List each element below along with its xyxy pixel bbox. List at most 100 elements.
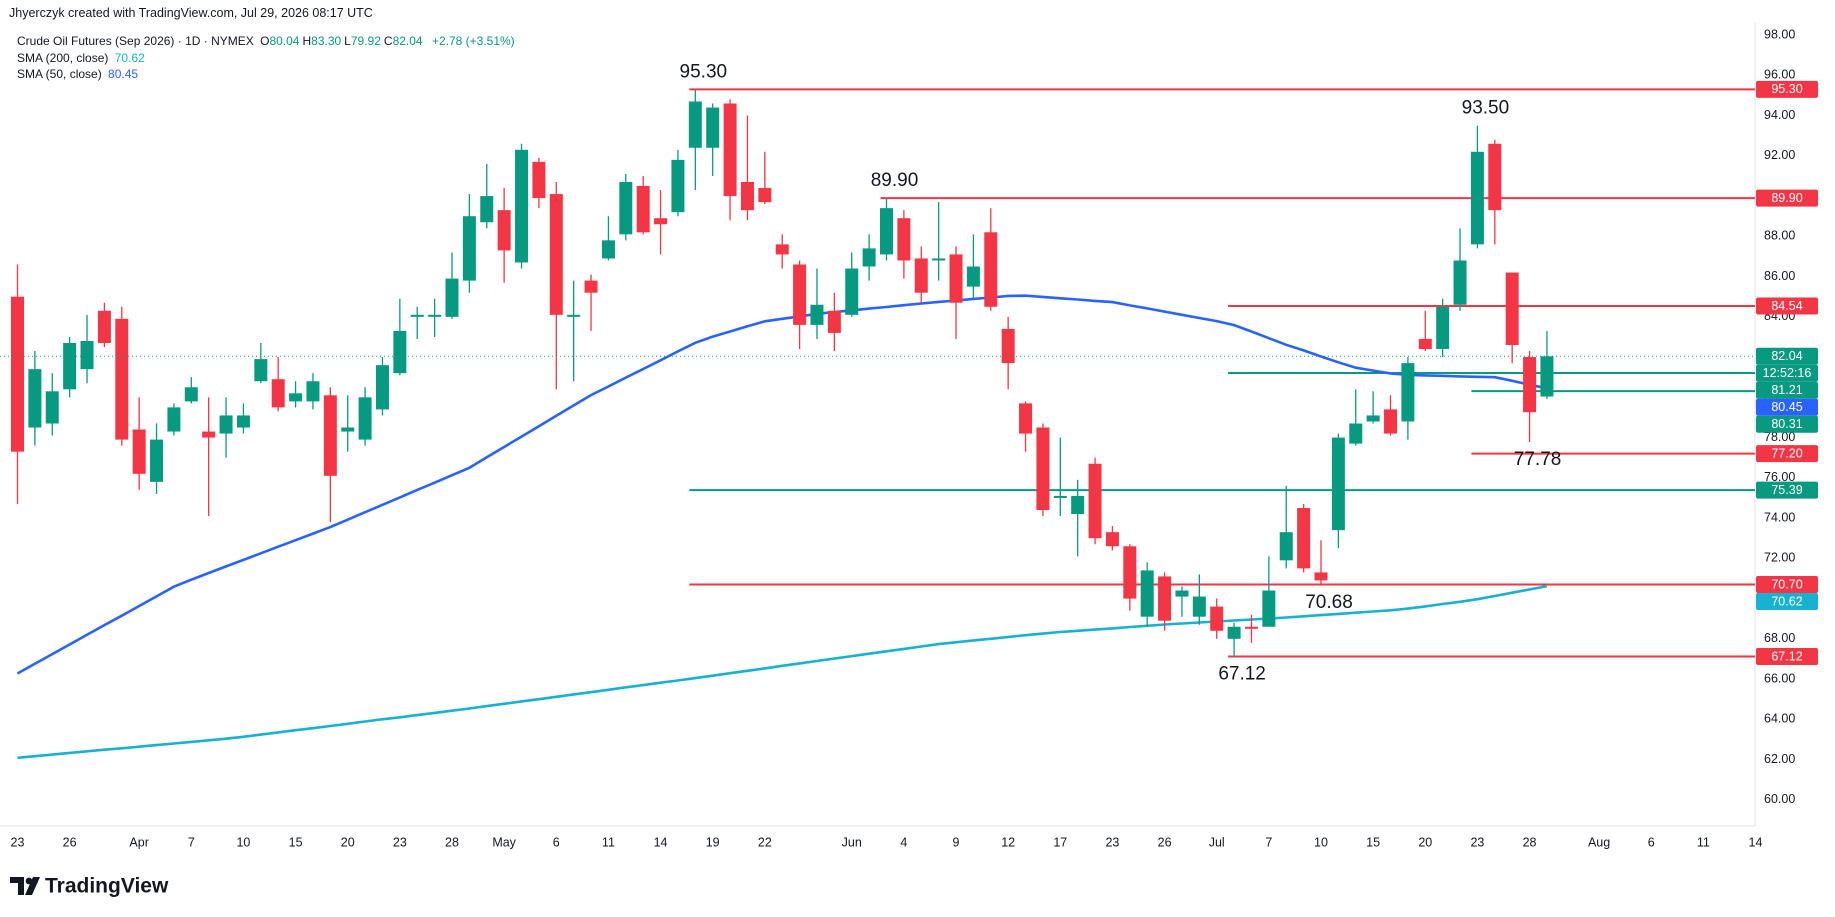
- candle-body: [515, 149, 529, 263]
- candle-body: [584, 280, 598, 293]
- candle-body: [880, 208, 893, 255]
- x-tick-label: 23: [1470, 835, 1484, 849]
- candle-body: [1088, 463, 1102, 539]
- candle-body: [688, 101, 702, 148]
- candle-body: [671, 159, 685, 213]
- candle-body: [323, 395, 337, 476]
- annotation: 93.50: [1462, 98, 1510, 119]
- candle-body: [810, 304, 824, 325]
- candle-body: [1488, 143, 1502, 211]
- price-badge: [1756, 445, 1818, 463]
- indicator-value: 70.62: [114, 51, 145, 65]
- indicator-name: SMA (200, close): [17, 51, 109, 65]
- price-badge: [1756, 592, 1818, 610]
- candle-body: [1436, 306, 1450, 350]
- x-tick-label: 28: [445, 835, 459, 849]
- y-tick-label: 92.00: [1764, 148, 1795, 162]
- x-tick-label: 17: [1053, 835, 1067, 849]
- candle-body: [1540, 356, 1554, 397]
- price-badge: [1756, 297, 1818, 315]
- indicator-legend: SMA (50, close) 80.45: [17, 67, 141, 81]
- price-badge-label: 75.39: [1771, 483, 1802, 497]
- price-badge-label: 81.21: [1771, 383, 1802, 397]
- x-tick-label: 9: [953, 835, 960, 849]
- candle-body: [723, 103, 737, 197]
- y-tick-label: 64.00: [1764, 712, 1795, 726]
- candle-body: [654, 218, 668, 225]
- change: +2.78 (+3.51%): [431, 34, 515, 48]
- candle-body: [1001, 328, 1015, 364]
- candle-body: [63, 342, 77, 390]
- x-tick-label: 15: [1366, 835, 1380, 849]
- candle-body: [601, 240, 615, 259]
- candle-body: [775, 244, 789, 255]
- logo-icon: [10, 877, 24, 895]
- price-badge-label: 89.90: [1771, 191, 1802, 205]
- candle-body: [636, 186, 650, 233]
- x-tick-label: 19: [706, 835, 720, 849]
- y-tick-label: 78.00: [1764, 430, 1795, 444]
- x-tick-label: 11: [1697, 835, 1710, 849]
- candle-body: [1331, 437, 1345, 531]
- x-tick-label: 20: [1418, 835, 1432, 849]
- y-tick-label: 62.00: [1764, 752, 1795, 766]
- annotation: 89.90: [871, 170, 919, 191]
- quote-label: O: [260, 34, 270, 48]
- x-tick-label: Apr: [129, 835, 148, 849]
- symbol: Crude Oil Futures (Sep 2026) · 1D · NYME…: [17, 34, 254, 48]
- price-badge: [1756, 575, 1818, 593]
- candle-body: [1036, 427, 1050, 511]
- x-tick-label: 15: [289, 835, 303, 849]
- candle-body: [254, 359, 268, 382]
- y-tick-label: 86.00: [1764, 269, 1795, 283]
- candle-body: [202, 431, 216, 438]
- annotation: 67.12: [1218, 664, 1266, 685]
- candle-body: [1453, 260, 1467, 305]
- candle-body: [80, 340, 94, 370]
- candle-body: [28, 369, 42, 428]
- candle-body: [1019, 403, 1033, 434]
- quote-fields: O80.04 H83.30 L79.92 C82.04: [260, 34, 426, 48]
- candle-body: [1244, 626, 1258, 629]
- price-badge: [1756, 347, 1818, 365]
- y-tick-label: 66.00: [1764, 671, 1795, 685]
- y-tick-label: 74.00: [1764, 510, 1795, 524]
- candle-body: [1279, 532, 1293, 561]
- candle-body: [462, 216, 476, 281]
- x-tick-label: 12: [1001, 835, 1015, 849]
- footer-logo: TradingView: [10, 875, 169, 898]
- x-tick-label: 7: [188, 835, 195, 849]
- x-tick-label: 6: [1648, 835, 1655, 849]
- quote-label: H: [302, 34, 312, 48]
- price-badge: [1756, 364, 1818, 382]
- candle-body: [410, 314, 424, 317]
- x-tick-label: 7: [1265, 835, 1272, 849]
- candle-body: [1384, 409, 1398, 434]
- candle-body: [1158, 576, 1172, 621]
- price-badge: [1756, 415, 1818, 433]
- candle-body: [1123, 546, 1137, 599]
- candle-body: [132, 429, 146, 474]
- x-tick-label: 10: [236, 835, 250, 849]
- quote-value: 83.30: [311, 34, 342, 48]
- candle-body: [428, 314, 442, 317]
- price-badge: [1756, 481, 1818, 499]
- price-badge: [1756, 80, 1818, 98]
- candle-body: [827, 310, 841, 333]
- price-badge-label: 95.30: [1771, 82, 1802, 96]
- x-tick-label: 22: [758, 835, 772, 849]
- candle-body: [150, 439, 164, 482]
- candle-body: [1227, 626, 1241, 639]
- quote-label: C: [383, 34, 393, 48]
- candle-body: [1297, 508, 1311, 569]
- x-tick-label: 26: [63, 835, 77, 849]
- candle-body: [289, 393, 303, 402]
- candle-body: [758, 188, 772, 203]
- x-tick-label: 28: [1523, 835, 1537, 849]
- price-badge: [1756, 189, 1818, 207]
- candle-body: [445, 278, 459, 317]
- indicator-legend: SMA (200, close) 70.62: [17, 51, 148, 65]
- candle-body: [1523, 357, 1537, 413]
